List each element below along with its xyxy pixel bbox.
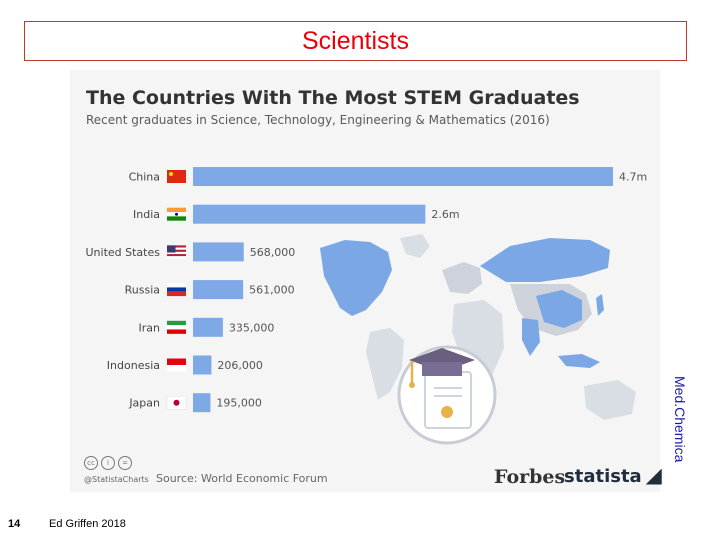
category-label: Japan — [128, 397, 160, 410]
bar-chart: China 4.7m India 2.6m United States 568,000 Ru… — [86, 167, 647, 445]
map-china — [536, 290, 582, 328]
indonesia-flag-icon — [167, 358, 186, 372]
russia-flag-icon — [167, 283, 186, 297]
category-label: Indonesia — [107, 359, 160, 372]
attribution-icon: i — [101, 456, 115, 470]
bar — [193, 317, 223, 337]
bar — [193, 242, 244, 262]
india-flag-icon — [167, 207, 186, 221]
map-indonesia — [558, 354, 600, 368]
data-label: 561,000 — [249, 284, 294, 297]
graduate-badge-icon — [397, 345, 497, 445]
china-flag-icon — [167, 170, 186, 183]
bar — [193, 280, 244, 300]
map-north-america — [320, 240, 392, 316]
category-label: United States — [86, 246, 161, 259]
bar — [193, 393, 211, 413]
chart-subtitle: Recent graduates in Science, Technology,… — [86, 113, 550, 127]
forbes-logo: Forbes — [494, 466, 566, 488]
slide-title: Scientists — [302, 26, 409, 55]
data-label: 335,000 — [229, 321, 274, 334]
category-label: Russia — [125, 284, 160, 297]
world-map-background — [320, 234, 636, 420]
side-label: Med.Chemica — [672, 376, 688, 463]
chart-card: China 4.7m India 2.6m United States 568,000 Ru… — [70, 70, 662, 492]
chart-title: The Countries With The Most STEM Graduat… — [86, 87, 580, 109]
map-india — [522, 318, 540, 356]
japan-flag-icon — [166, 395, 187, 410]
no-derivatives-icon: = — [118, 456, 132, 470]
creative-commons-icon: cc — [84, 456, 98, 470]
map-europe — [442, 262, 482, 294]
bar — [193, 167, 613, 186]
page-number: 14 — [8, 518, 21, 530]
statista-handle: @StatistaCharts — [84, 475, 149, 484]
category-label: China — [129, 171, 160, 184]
data-label: 4.7m — [619, 171, 647, 184]
license-icons: cc i = — [84, 456, 132, 470]
map-south-america — [366, 328, 404, 400]
statista-wordmark: statista — [564, 466, 642, 487]
bar — [193, 204, 426, 224]
chart-source: Source: World Economic Forum — [156, 472, 328, 485]
map-australia — [584, 380, 636, 420]
data-label: 195,000 — [216, 397, 262, 410]
map-greenland — [400, 234, 430, 258]
map-japan — [596, 294, 604, 316]
slide-title-box: Scientists — [24, 21, 687, 61]
data-label: 568,000 — [250, 246, 296, 259]
data-label: 2.6m — [431, 208, 459, 221]
statista-logo: statista — [564, 466, 662, 487]
category-label: Iran — [139, 321, 161, 334]
bar-series: China 4.7m India 2.6m United States 568,000 Ru… — [86, 167, 647, 413]
iran-flag-icon — [167, 320, 186, 334]
category-label: India — [133, 208, 160, 221]
data-label: 206,000 — [217, 359, 263, 372]
map-russia — [480, 238, 610, 282]
statista-mark-icon — [645, 468, 662, 485]
usa-flag-icon — [167, 245, 186, 259]
bar — [193, 355, 212, 375]
footer-author: Ed Griffen 2018 — [49, 518, 126, 530]
